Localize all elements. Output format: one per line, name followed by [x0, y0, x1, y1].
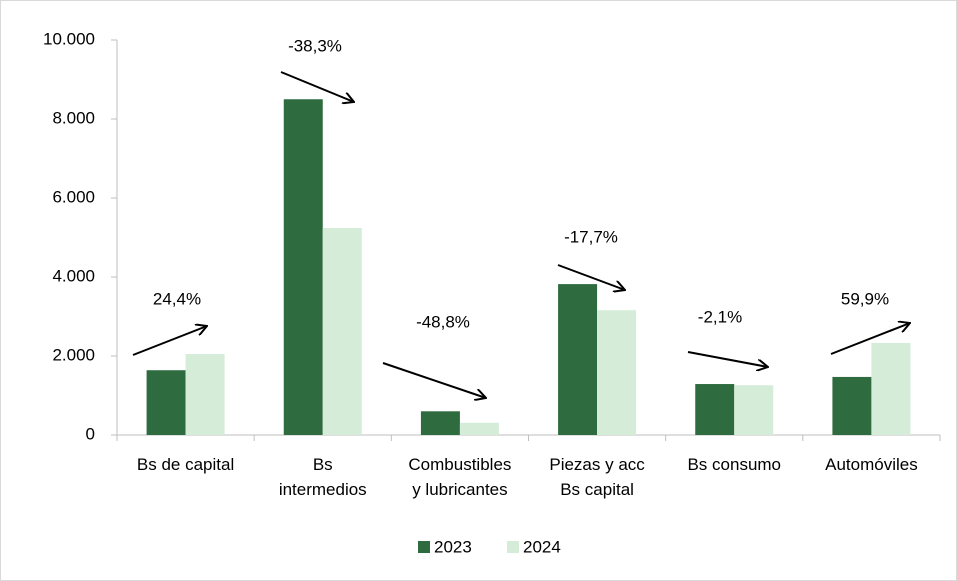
y-tick-label: 4.000	[52, 266, 95, 285]
legend-swatch	[507, 541, 519, 553]
x-tick-label: Bs intermedios	[279, 455, 367, 499]
annotation-arrow	[132, 326, 207, 356]
bar	[558, 284, 598, 435]
bar	[832, 376, 872, 435]
annotation: 24,4%	[153, 289, 201, 308]
x-tick-label-line: y lubricantes	[412, 480, 507, 499]
y-tick-label: 6.000	[52, 187, 95, 206]
annotation-arrow	[557, 264, 625, 290]
x-tick-label: Bs consumo	[687, 455, 781, 474]
legend-swatch	[418, 541, 430, 553]
bar	[597, 310, 637, 435]
bar	[695, 384, 735, 435]
x-tick-label-line: intermedios	[279, 480, 367, 499]
bar	[283, 99, 323, 435]
bar	[459, 422, 499, 435]
bar	[185, 354, 225, 435]
legend-label: 2024	[523, 537, 561, 556]
bar	[734, 385, 774, 435]
x-tick-label-line: Bs de capital	[137, 455, 234, 474]
annotation: -2,1%	[698, 307, 742, 326]
bar	[871, 342, 911, 435]
annotation-arrow	[830, 323, 910, 355]
bar	[322, 228, 362, 435]
y-tick-label: 2.000	[52, 345, 95, 364]
x-tick-label: Automóviles	[825, 455, 918, 474]
bar	[146, 370, 186, 435]
legend-label: 2023	[434, 537, 472, 556]
annotation: -38,3%	[288, 36, 342, 55]
x-tick-label-line: Piezas y acc	[549, 455, 645, 474]
x-tick-label-line: Bs capital	[560, 480, 634, 499]
y-tick-label: 8.000	[52, 108, 95, 127]
x-tick-label: Combustibles y lubricantes	[408, 455, 511, 499]
annotation: -48,8%	[416, 312, 470, 331]
annotation-arrow	[382, 362, 486, 398]
x-tick-label-line: Bs consumo	[687, 455, 781, 474]
annotation: -17,7%	[564, 227, 618, 246]
x-tick-label: Bs de capital	[137, 455, 234, 474]
y-tick-label: 0	[86, 424, 95, 443]
x-tick-label-line: Bs	[313, 455, 333, 474]
x-tick-label-line: Automóviles	[825, 455, 918, 474]
annotation-arrow	[687, 351, 768, 367]
annotation-arrow	[280, 71, 354, 102]
x-tick-label: Piezas y acc Bs capital	[549, 455, 645, 499]
y-tick-label: 10.000	[43, 29, 95, 48]
annotation: 59,9%	[841, 289, 889, 308]
x-tick-label-line: Combustibles	[408, 455, 511, 474]
bar	[420, 411, 460, 435]
